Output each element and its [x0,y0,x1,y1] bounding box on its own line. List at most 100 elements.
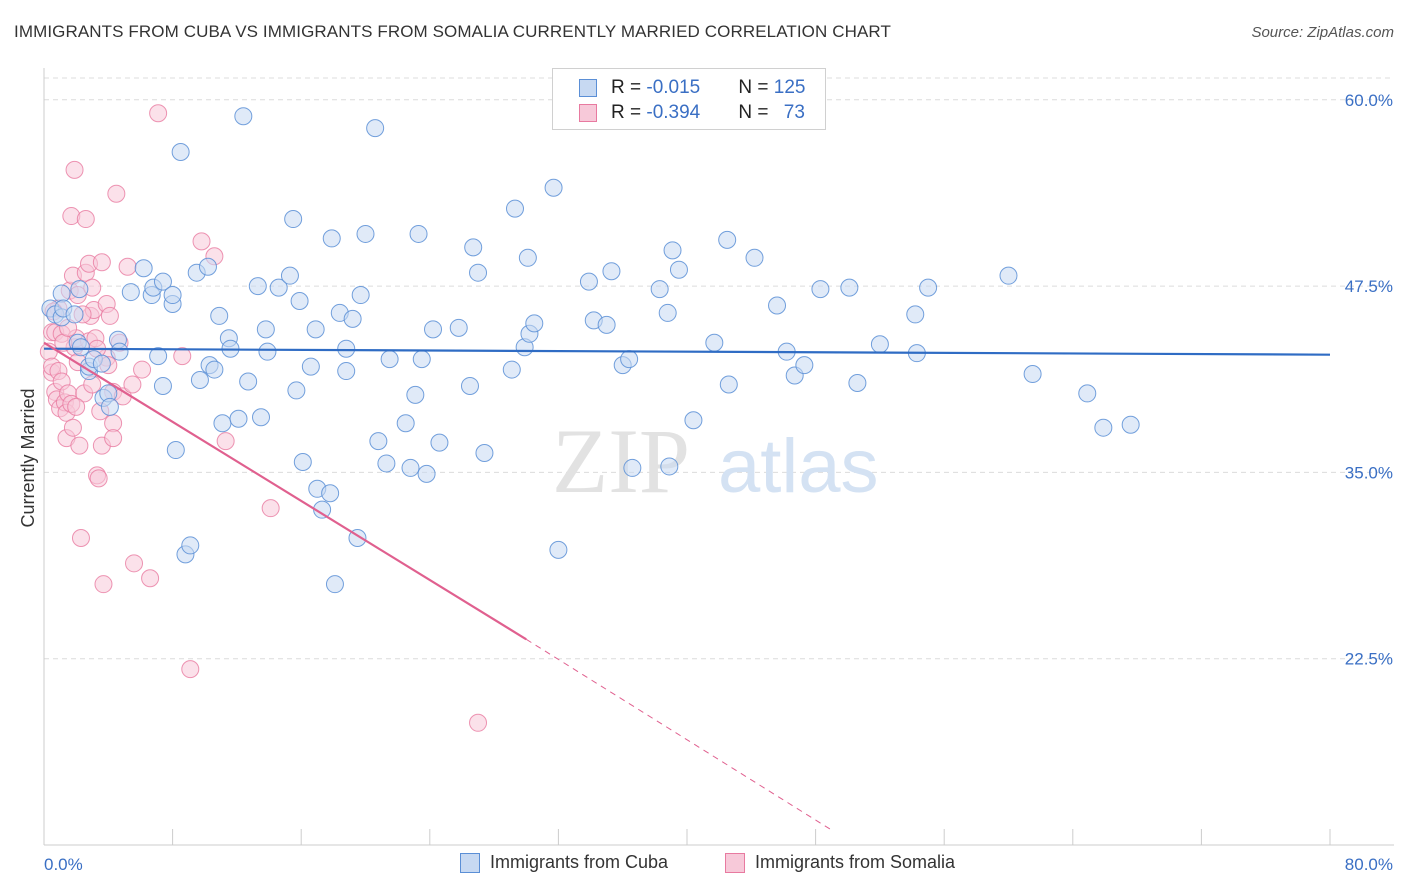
cuba-point [325,575,344,594]
cuba-point [71,338,90,357]
somalia-point [67,397,86,416]
bottom-legend-somalia: Immigrants from Somalia [725,852,955,873]
somalia-point [70,436,89,455]
cuba-point [369,432,388,451]
legend-r-value: -0.394 [646,102,701,123]
cuba-point [280,266,299,285]
y-tick-label: 22.5% [1345,650,1393,669]
chart-title: IMMIGRANTS FROM CUBA VS IMMIGRANTS FROM … [14,22,891,41]
cuba-point [718,230,737,249]
legend-n-value: 125 [773,77,806,98]
cuba-point [337,362,356,381]
somalia-point [76,210,95,229]
cuba-point [100,397,119,416]
legend-swatch-somalia [579,104,597,122]
somalia-point [104,429,123,448]
cuba-point [525,314,544,333]
cuba-point [650,280,669,299]
trend-lines [43,341,1331,831]
cuba-point [705,333,724,352]
cuba-point [475,444,494,463]
bottom-legend-cuba: Immigrants from Cuba [460,852,668,873]
cuba-point [198,257,217,276]
bottom-legend-swatch-somalia [725,852,745,873]
cuba-point [1121,415,1140,434]
cuba-point [210,306,229,325]
cuba-point [1078,384,1097,403]
legend-r-label: R = [611,77,647,98]
somalia-point [62,207,81,226]
somalia-point [181,660,200,679]
cuba-point [518,248,537,267]
somalia-point [469,713,488,732]
gridlines [44,77,1394,660]
bottom-legend-label-somalia: Immigrants from Somalia [755,852,956,872]
cuba-point [597,315,616,334]
cuba-point [163,286,182,305]
cuba-point [424,320,443,339]
cuba-point [602,262,621,281]
cuba-point [460,376,479,395]
legend-n-value: 73 [783,102,805,123]
cuba-point [469,263,488,282]
cuba-point [239,372,258,391]
somalia-point [118,257,137,276]
somalia-point [100,306,119,325]
cuba-point [153,376,172,395]
bottom-legend-swatch-cuba [460,852,480,873]
cuba-point [337,339,356,358]
cuba-point [409,224,428,243]
source-credit: Source: ZipAtlas.com [1251,24,1394,41]
cuba-point [269,278,288,297]
cuba-point [401,458,420,477]
cuba-point [396,414,415,433]
cuba-point [840,278,859,297]
somalia-point [71,528,90,547]
cuba-point [287,381,306,400]
somalia-point [216,432,235,451]
cuba-point [848,373,867,392]
cuba-point [92,354,111,373]
cuba-point [919,278,938,297]
cuba-point [719,375,738,394]
cuba-point [213,414,232,433]
somalia-point [133,360,152,379]
cuba-point [412,350,431,369]
somalia-point [65,160,84,179]
somalia-point [192,232,211,251]
cuba-point [620,350,639,369]
x-tick-label: 80.0% [1345,855,1393,874]
cuba-point [229,409,248,428]
cuba-point [544,178,563,197]
cuba-point [351,286,370,305]
legend-n-label: N = [738,77,774,98]
legend-r-value: -0.015 [646,77,701,98]
somalia-trend-extension [525,638,832,831]
cuba-point [658,303,677,322]
cuba-point [768,296,787,315]
cuba-point [252,408,271,427]
cuba-point [449,318,468,337]
watermark-atlas: atlas [718,424,879,509]
legend-n-label: N = [738,102,774,123]
somalia-point [149,104,168,123]
cuba-point [505,199,524,218]
cuba-point [745,248,764,267]
cuba-point [356,224,375,243]
cuba-point [256,320,275,339]
somalia-point [92,253,111,272]
cuba-trend-line [43,347,1331,356]
bottom-legend-label-cuba: Immigrants from Cuba [490,852,669,872]
cuba-point [380,350,399,369]
cuba-point [623,458,642,477]
cuba-point [166,441,185,460]
y-tick-label: 47.5% [1345,277,1393,296]
somalia-point [63,418,82,437]
cuba-point [549,540,568,559]
tick-labels: 22.5% 35.0% 47.5% 60.0% 0.0% 80.0% [44,91,1393,874]
x-tick-label: 0.0% [44,855,83,874]
cuba-point [248,277,267,296]
cuba-point [153,272,172,291]
somalia-point [261,499,280,518]
